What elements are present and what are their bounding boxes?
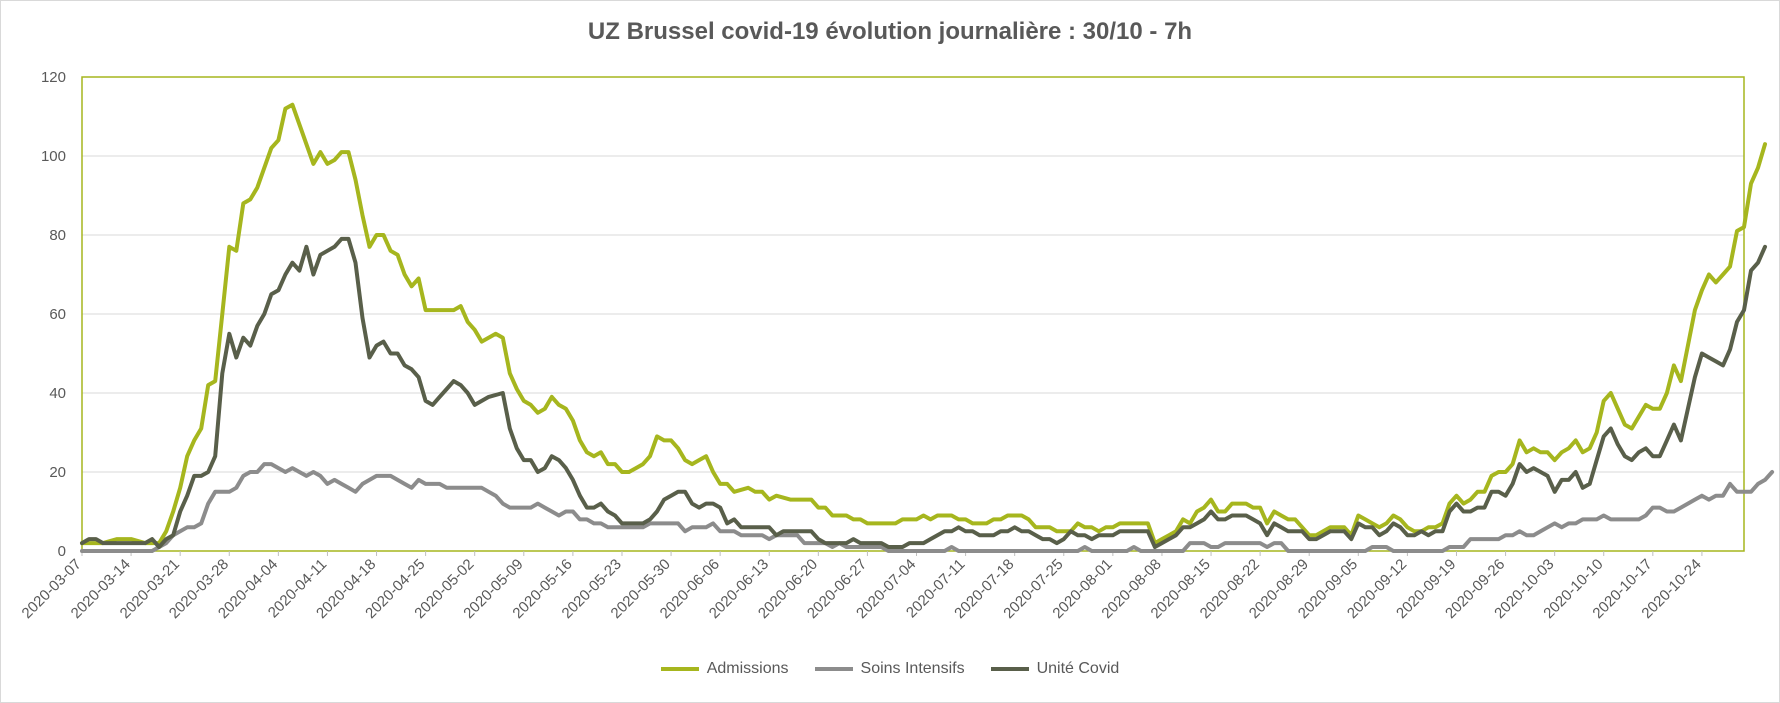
legend: Admissions Soins Intensifs Unité Covid [0,660,1780,678]
y-tick-label: 60 [49,306,66,323]
y-tick-label: 20 [49,464,66,481]
series-line-unit-covid [80,236,1767,549]
legend-label: Unité Covid [1036,660,1120,677]
x-axis-ticks: 2020-03-072020-03-142020-03-212020-03-28… [19,551,1705,622]
legend-item: Soins Intensifs [814,660,965,678]
legend-label: Admissions [706,660,789,677]
y-tick-label: 80 [49,227,66,244]
legend-swatch [990,667,1029,671]
y-axis-ticks: 0 20 40 60 80 100 120 [41,69,66,560]
y-tick-label: 100 [41,148,66,165]
chart-title: UZ Brussel covid-19 évolution journalièr… [587,18,1193,45]
legend-label: Soins Intensifs [860,660,965,677]
legend-item: Unité Covid [990,660,1120,678]
y-tick-label: 120 [41,69,66,86]
series-line-admissions [80,102,1767,546]
series-line-soins-intensifs [80,462,1775,553]
y-tick-label: 40 [49,385,66,402]
legend-swatch [660,667,699,671]
legend-swatch [814,667,853,671]
series-lines [80,102,1775,553]
legend-item: Admissions [660,660,789,678]
y-tick-label: 0 [58,543,66,560]
